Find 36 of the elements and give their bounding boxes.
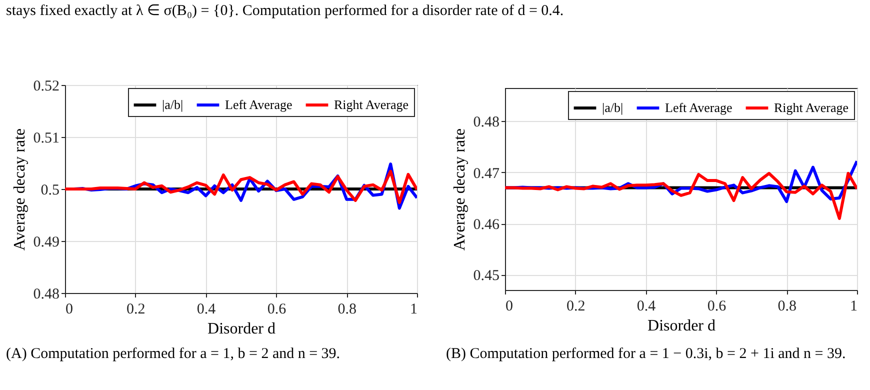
y-tick-label: 0.46: [473, 217, 500, 234]
legend-label: Right Average: [334, 97, 409, 112]
line-series: [65, 170, 417, 204]
y-tick-label: 0.49: [33, 234, 60, 250]
y-tick-label: 0.51: [33, 130, 60, 146]
x-tick-label: 0.8: [338, 302, 356, 318]
y-tick-label: 0.52: [33, 78, 60, 94]
text: (B) Computation performed for a = 1 − 0.3i, b = 2 + 1i and n = 39.: [446, 345, 847, 363]
legend-label: Left Average: [225, 97, 292, 112]
y-tick-label: 0.45: [473, 268, 500, 284]
legend-label: Right Average: [774, 100, 849, 115]
x-tick-label: 0.6: [707, 298, 727, 314]
y-tick-label: 0.48: [33, 286, 60, 302]
legend-label: |a/b|: [162, 97, 184, 112]
legend-label: Left Average: [665, 100, 732, 115]
y-tick-label: 0.5: [40, 182, 60, 198]
x-tick-label: 1: [850, 298, 858, 314]
x-tick-label: 0.4: [196, 302, 216, 318]
x-tick-label: 0: [506, 298, 513, 314]
x-axis-title: Disorder d: [648, 318, 716, 334]
line-series: [505, 172, 857, 220]
y-tick-label: 0.48: [473, 114, 500, 131]
legend-label: |a/b|: [602, 100, 624, 115]
x-tick-label: 0.6: [267, 302, 287, 318]
x-tick-label: 0.4: [636, 298, 656, 314]
y-axis-title: Average decay rate: [11, 128, 28, 251]
x-axis-title: Disorder d: [208, 320, 276, 338]
y-tick-label: 0.47: [473, 166, 500, 182]
x-tick-label: 0: [66, 302, 73, 318]
x-tick-label: 0.8: [778, 298, 796, 314]
x-tick-label: 0.2: [126, 302, 146, 318]
text: (A) Computation performed for a = 1, b = 2 and n = 39.: [6, 345, 342, 363]
x-tick-label: 0.2: [566, 298, 586, 314]
x-tick-label: 1: [410, 302, 418, 318]
text: stays fixed exactly at λ ∈ σ(B₀) = {0}. Computation performed for a disorder rate of d = 0.4.: [6, 2, 564, 20]
y-axis-title: Average decay rate: [451, 128, 468, 251]
